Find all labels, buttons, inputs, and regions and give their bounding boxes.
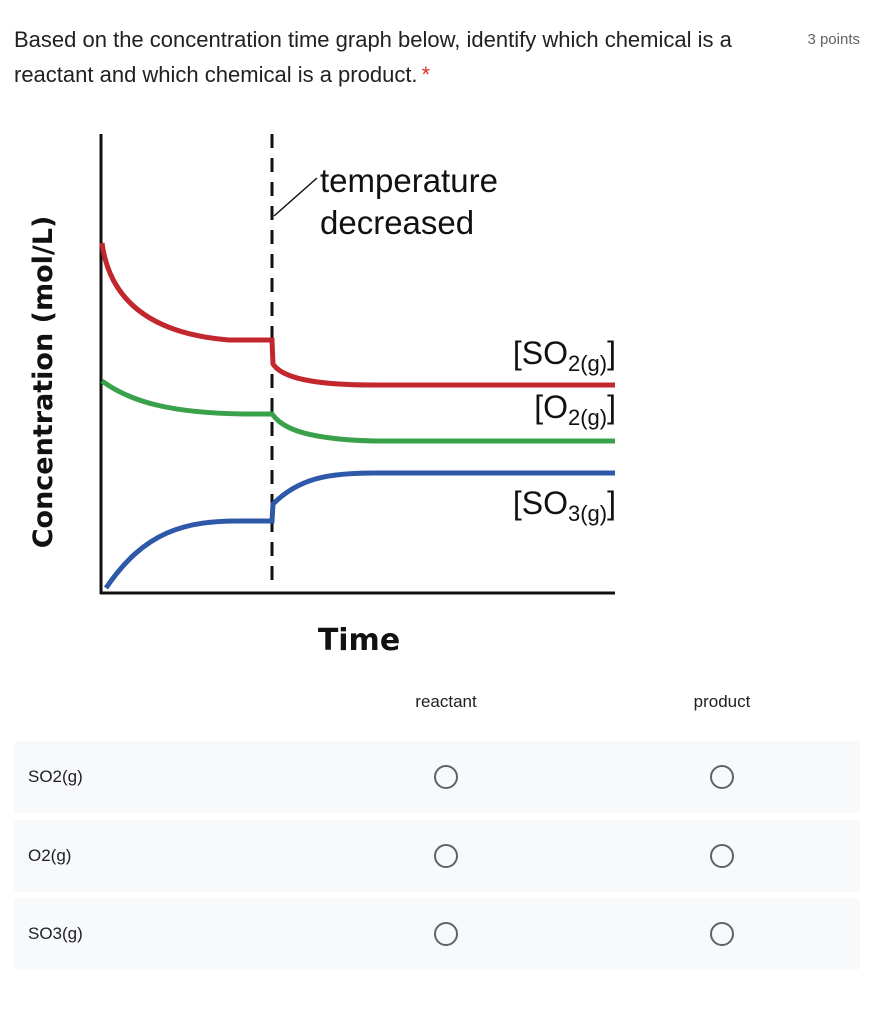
series-line-so2 <box>99 242 615 388</box>
column-header-reactant: reactant <box>415 692 477 711</box>
required-marker: * <box>421 62 431 87</box>
grid-row-so2: SO2(g) <box>14 741 860 813</box>
question-text: Based on the concentration time graph be… <box>14 27 732 87</box>
row-label-so2: SO2(g) <box>28 767 83 786</box>
points-label: 3 points <box>807 31 860 48</box>
question-title: Based on the concentration time graph be… <box>14 22 784 92</box>
column-header-product: product <box>693 692 751 711</box>
series-line-so3 <box>103 470 615 590</box>
annotation-text-line1: temperature <box>320 162 498 199</box>
series-label-o2: [O2(g)] <box>534 389 616 430</box>
x-axis-label: Time <box>318 623 400 658</box>
radio-so2-product[interactable] <box>710 765 734 789</box>
radio-so3-product[interactable] <box>710 922 734 946</box>
row-label-o2: O2(g) <box>28 846 72 865</box>
radio-o2-product[interactable] <box>710 844 734 868</box>
chart-svg: Concentration (mol/L) temperature decrea… <box>28 134 616 658</box>
radio-so2-reactant[interactable] <box>434 765 458 789</box>
annotation-text-line2: decreased <box>320 204 474 241</box>
grid-row-o2: O2(g) <box>14 820 860 892</box>
radio-so3-reactant[interactable] <box>434 922 458 946</box>
annotation-pointer <box>273 177 318 217</box>
y-axis-label: Concentration (mol/L) <box>28 216 59 549</box>
concentration-time-chart: Concentration (mol/L) temperature decrea… <box>14 128 634 668</box>
series-line-o2 <box>100 378 615 444</box>
grid-row-so3: SO3(g) <box>14 898 860 970</box>
row-label-so3: SO3(g) <box>28 924 83 943</box>
radio-o2-reactant[interactable] <box>434 844 458 868</box>
series-label-so2: [SO2(g)] <box>513 335 616 376</box>
series-label-so3: [SO3(g)] <box>513 485 616 526</box>
